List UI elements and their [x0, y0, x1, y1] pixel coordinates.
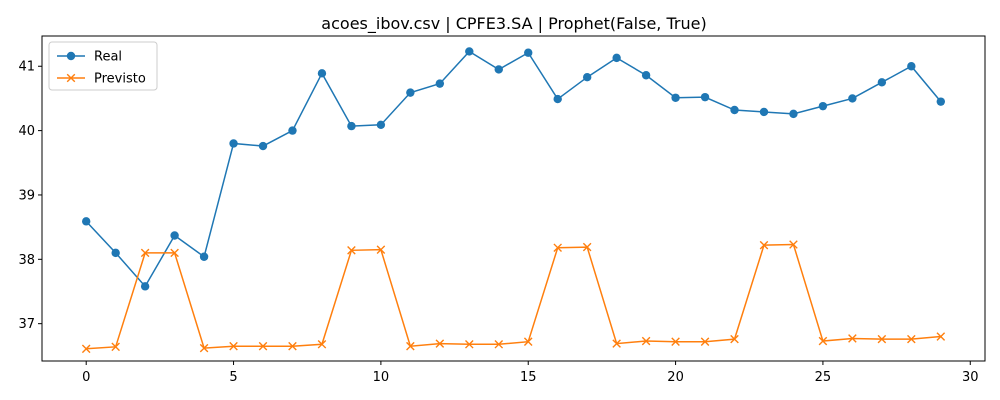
data-point [612, 339, 621, 348]
data-point [199, 343, 209, 353]
legend-marker [66, 51, 76, 61]
data-point [81, 344, 91, 354]
data-point [730, 105, 739, 115]
data-point [524, 48, 533, 57]
data-point [465, 339, 474, 349]
data-point [376, 245, 386, 254]
data-point [907, 334, 916, 344]
legend: Real Previsto [48, 41, 158, 91]
data-point [170, 248, 179, 258]
series-previsto [81, 240, 946, 354]
data-point [288, 126, 297, 135]
data-point [759, 240, 769, 250]
plot-frame [41, 35, 986, 362]
data-point [317, 339, 327, 349]
data-point [671, 337, 680, 346]
legend-marker [66, 73, 76, 83]
data-point [759, 107, 769, 117]
data-point [494, 339, 504, 349]
data-point [435, 79, 445, 88]
data-point [376, 120, 386, 130]
chart-title: acoes_ibov.csv | CPFE3.SA | Prophet(Fals… [321, 14, 706, 34]
data-point [82, 217, 91, 226]
data-point [406, 88, 415, 97]
data-point [936, 97, 945, 106]
data-point [465, 47, 474, 56]
y-tick-label: 41 [18, 60, 35, 75]
y-tick-label: 37 [18, 317, 35, 332]
data-point [553, 94, 562, 104]
x-axis: 0 5 10 15 20 25 30 [82, 361, 979, 385]
data-point [730, 334, 739, 344]
data-point [347, 246, 356, 255]
data-point [170, 231, 179, 240]
data-point [848, 94, 857, 103]
data-point [258, 141, 268, 151]
data-point [936, 332, 946, 341]
series-real [82, 47, 945, 291]
x-tick-label: 0 [82, 370, 90, 385]
data-point [229, 139, 238, 148]
data-point [789, 109, 798, 119]
data-point [582, 72, 592, 82]
legend-label: Real [94, 50, 122, 65]
data-point [641, 336, 651, 346]
data-point [877, 78, 887, 87]
data-point [523, 337, 533, 346]
plot-area [81, 47, 946, 354]
data-point [848, 334, 857, 343]
data-point [671, 93, 680, 102]
data-point [553, 243, 562, 253]
data-point [818, 336, 828, 346]
data-point [347, 121, 356, 131]
x-tick-label: 30 [962, 370, 979, 385]
y-axis: 37 38 39 40 41 [18, 60, 42, 332]
data-point [406, 341, 415, 351]
y-tick-label: 40 [18, 124, 35, 139]
y-tick-label: 38 [18, 253, 35, 268]
data-point [641, 71, 651, 80]
data-point [700, 337, 710, 346]
data-point [789, 240, 798, 249]
data-point [140, 282, 150, 291]
series-line-real [85, 50, 942, 288]
data-point [700, 92, 710, 102]
data-point [818, 101, 828, 111]
data-point [288, 341, 297, 351]
series-line-previsto [86, 243, 941, 350]
data-point [140, 248, 150, 258]
x-tick-label: 15 [520, 370, 537, 385]
data-point [582, 242, 592, 252]
data-point [612, 53, 621, 63]
x-tick-label: 25 [815, 370, 832, 385]
x-tick-label: 20 [667, 370, 684, 385]
y-tick-label: 39 [18, 188, 35, 203]
data-point [229, 341, 238, 351]
x-tick-label: 10 [373, 370, 390, 385]
data-point [877, 334, 887, 344]
legend-label: Previsto [94, 72, 146, 87]
data-point [317, 69, 327, 78]
data-point [258, 341, 268, 351]
data-point [907, 62, 916, 71]
data-point [111, 248, 120, 258]
data-point [199, 252, 209, 261]
x-tick-label: 5 [229, 370, 237, 385]
data-point [435, 339, 445, 348]
data-point [494, 65, 503, 74]
data-point [111, 342, 120, 352]
